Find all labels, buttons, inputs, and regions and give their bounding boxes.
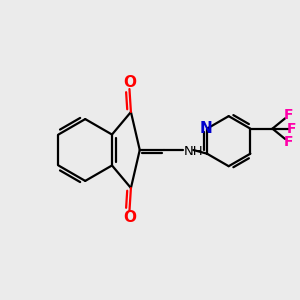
Text: O: O [123, 75, 136, 90]
Text: F: F [284, 136, 293, 149]
Text: N: N [200, 121, 213, 136]
Text: NH: NH [184, 145, 203, 158]
Text: O: O [123, 210, 136, 225]
Text: F: F [287, 122, 296, 136]
Text: F: F [284, 108, 293, 122]
